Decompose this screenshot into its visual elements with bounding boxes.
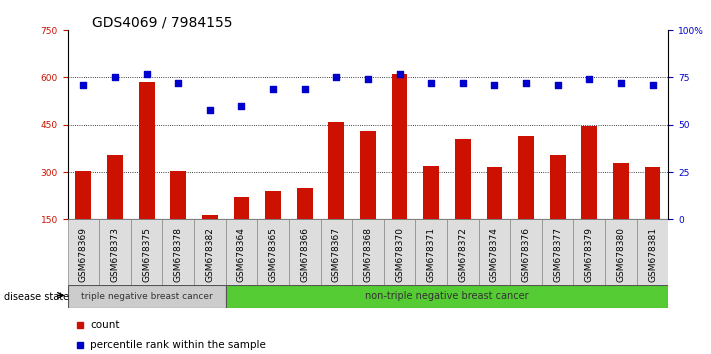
Bar <box>605 219 637 285</box>
Text: GSM678374: GSM678374 <box>490 227 499 282</box>
Bar <box>550 155 565 267</box>
Text: GSM678381: GSM678381 <box>648 227 657 282</box>
Bar <box>289 219 321 285</box>
Bar <box>171 171 186 267</box>
Bar <box>392 74 407 267</box>
Text: disease state: disease state <box>4 292 69 302</box>
Text: GSM678371: GSM678371 <box>427 227 436 282</box>
Point <box>141 71 152 76</box>
Bar <box>257 219 289 285</box>
Text: GSM678379: GSM678379 <box>584 227 594 282</box>
Text: GSM678364: GSM678364 <box>237 227 246 282</box>
Text: GDS4069 / 7984155: GDS4069 / 7984155 <box>92 16 233 30</box>
Text: GSM678380: GSM678380 <box>616 227 626 282</box>
Bar <box>139 82 154 267</box>
Point <box>584 76 595 82</box>
Text: GSM678369: GSM678369 <box>79 227 88 282</box>
Bar <box>131 219 162 285</box>
Bar <box>75 171 91 267</box>
Point <box>520 80 532 86</box>
Text: GSM678366: GSM678366 <box>300 227 309 282</box>
Point <box>236 103 247 109</box>
Bar <box>582 126 597 267</box>
Text: GSM678370: GSM678370 <box>395 227 404 282</box>
Bar <box>645 167 661 267</box>
Bar <box>637 219 668 285</box>
Point <box>331 75 342 80</box>
Point <box>204 107 215 113</box>
Bar <box>415 219 447 285</box>
Point <box>77 82 89 88</box>
Bar <box>328 122 344 267</box>
Text: GSM678367: GSM678367 <box>332 227 341 282</box>
Bar <box>479 219 510 285</box>
Point <box>362 76 374 82</box>
Text: count: count <box>90 320 120 330</box>
Bar <box>233 198 250 267</box>
Bar <box>352 219 384 285</box>
Bar <box>447 219 479 285</box>
Bar <box>225 219 257 285</box>
Bar <box>68 219 99 285</box>
Point <box>615 80 626 86</box>
Bar <box>613 162 629 267</box>
Bar <box>194 219 225 285</box>
Bar <box>486 167 503 267</box>
Text: GSM678373: GSM678373 <box>110 227 119 282</box>
Bar <box>162 219 194 285</box>
Bar <box>574 219 605 285</box>
Bar <box>321 219 352 285</box>
Text: non-triple negative breast cancer: non-triple negative breast cancer <box>365 291 529 302</box>
Bar <box>423 166 439 267</box>
Bar <box>455 139 471 267</box>
Text: triple negative breast cancer: triple negative breast cancer <box>81 292 213 301</box>
Text: percentile rank within the sample: percentile rank within the sample <box>90 339 266 350</box>
Point <box>109 75 121 80</box>
Text: GSM678375: GSM678375 <box>142 227 151 282</box>
Bar <box>265 191 281 267</box>
Point <box>425 80 437 86</box>
Point <box>488 82 500 88</box>
Text: GSM678378: GSM678378 <box>173 227 183 282</box>
Point <box>647 82 658 88</box>
Point <box>394 71 405 76</box>
Point <box>457 80 469 86</box>
Bar <box>518 136 534 267</box>
Text: GSM678382: GSM678382 <box>205 227 214 282</box>
Text: GSM678372: GSM678372 <box>459 227 467 282</box>
Bar <box>107 155 123 267</box>
Bar <box>542 219 574 285</box>
Point <box>299 86 311 92</box>
Bar <box>296 188 313 267</box>
Bar <box>99 219 131 285</box>
Bar <box>68 285 225 308</box>
Text: GSM678365: GSM678365 <box>269 227 277 282</box>
Bar <box>510 219 542 285</box>
Bar <box>360 131 376 267</box>
Point <box>173 80 184 86</box>
Point <box>267 86 279 92</box>
Text: GSM678376: GSM678376 <box>522 227 530 282</box>
Bar <box>384 219 415 285</box>
Text: GSM678377: GSM678377 <box>553 227 562 282</box>
Text: GSM678368: GSM678368 <box>363 227 373 282</box>
Bar <box>202 215 218 267</box>
Point <box>552 82 563 88</box>
Bar <box>225 285 668 308</box>
